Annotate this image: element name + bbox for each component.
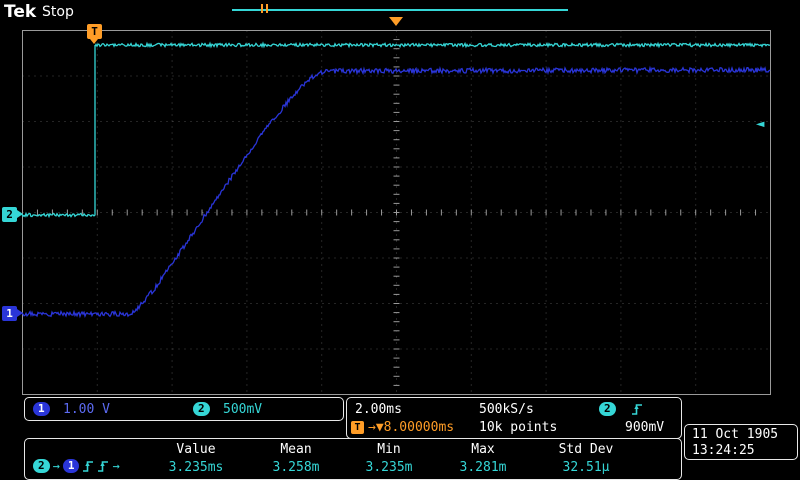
ch2-badge: 2 xyxy=(193,402,210,416)
ch2-scale: 500mV xyxy=(223,402,263,417)
trigger-delay-readout: →▼8.00000ms xyxy=(368,420,455,435)
trigger-level-marker: ◄ xyxy=(756,116,765,132)
meas-col-min: Min xyxy=(377,442,401,457)
meas-col-mean: Mean xyxy=(280,442,312,457)
meas-src-badge: 2 xyxy=(33,459,50,473)
horizontal-trigger-readout: 2.00ms 500kS/s 2 T →▼8.00000ms 10k point… xyxy=(346,397,682,439)
ch1-scale: 1.00 V xyxy=(63,402,110,417)
record-view-bar xyxy=(232,9,568,11)
trigger-level-readout: 900mV xyxy=(625,420,665,435)
meas-col-value: Value xyxy=(176,442,216,457)
measurement-source-label: 2 → 1 → xyxy=(33,459,120,473)
rising-edge-icon xyxy=(83,461,94,472)
trigger-record-marker xyxy=(261,4,263,13)
meas-stddev: 32.51µ xyxy=(562,460,610,475)
channel-scale-readout: 1 1.00 V 2 500mV xyxy=(24,397,344,421)
datetime-readout: 11 Oct 1905 13:24:25 xyxy=(684,424,798,460)
acquisition-status: Stop xyxy=(42,4,74,20)
meas-value: 3.235ms xyxy=(168,460,224,475)
rising-edge-icon xyxy=(632,404,642,415)
record-length-readout: 10k points xyxy=(479,420,558,435)
trigger-delay-icon: T xyxy=(351,421,364,434)
ch2-position-marker: 2 xyxy=(2,207,23,222)
measurement-readout: Value Mean Min Max Std Dev 3.235ms 3.258… xyxy=(24,438,682,480)
trigger-point-flag: T xyxy=(87,24,102,44)
arrow-icon: → xyxy=(52,459,60,473)
meas-dest-badge: 1 xyxy=(62,459,80,473)
rising-edge-icon xyxy=(98,461,109,472)
meas-col-stddev: Std Dev xyxy=(558,442,614,457)
time-readout: 13:24:25 xyxy=(692,443,755,458)
trigger-source-badge: 2 xyxy=(599,402,616,416)
meas-col-max: Max xyxy=(471,442,495,457)
ch1-position-marker: 1 xyxy=(2,306,23,321)
arrow-icon: → xyxy=(112,459,120,473)
timebase-readout: 2.00ms xyxy=(355,402,402,417)
date-readout: 11 Oct 1905 xyxy=(692,427,779,442)
tek-logo: Tek xyxy=(4,2,37,22)
sample-rate-readout: 500kS/s xyxy=(479,402,534,417)
meas-mean: 3.258m xyxy=(272,460,320,475)
meas-max: 3.281m xyxy=(459,460,507,475)
horizontal-position-marker xyxy=(389,17,403,26)
trigger-record-marker xyxy=(266,4,268,13)
ch1-badge: 1 xyxy=(33,402,50,416)
meas-min: 3.235m xyxy=(365,460,413,475)
